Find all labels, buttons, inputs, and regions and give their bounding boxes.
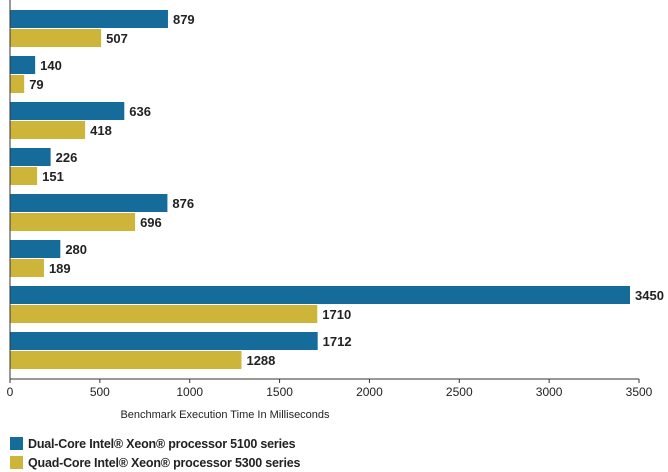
legend-swatch-dual-core <box>10 437 23 450</box>
value-label-quad-core-1: 507 <box>106 31 128 46</box>
x-tick-label-1000: 1000 <box>176 385 203 399</box>
value-label-quad-core-3: 418 <box>90 123 112 138</box>
x-tick-label-2000: 2000 <box>356 385 383 399</box>
bar-dual-core-7 <box>10 286 631 304</box>
value-label-dual-core-6: 280 <box>65 242 87 257</box>
value-label-dual-core-4: 226 <box>56 150 78 165</box>
value-labels-group: 879 507 140 79 636 418 226 151 876 696 280 189 3450 1… <box>29 12 664 368</box>
legend-label-dual-core: Dual-Core Intel® Xeon® processor 5100 se… <box>28 436 296 451</box>
bars-group <box>10 10 631 369</box>
x-axis: 0 500 1000 1500 2000 2500 3000 3500 <box>7 0 653 399</box>
value-label-quad-core-8: 1288 <box>246 353 275 368</box>
x-tick-label-0: 0 <box>7 385 14 399</box>
x-tick-label-3500: 3500 <box>626 385 653 399</box>
bar-quad-core-5 <box>10 213 136 231</box>
value-label-dual-core-5: 876 <box>172 196 194 211</box>
value-label-dual-core-1: 879 <box>173 12 195 27</box>
x-tick-label-3000: 3000 <box>536 385 563 399</box>
bar-chart: 879 507 140 79 636 418 226 151 876 696 280 189 3450 1… <box>7 0 664 421</box>
bar-dual-core-3 <box>10 102 125 120</box>
bar-dual-core-5 <box>10 194 168 212</box>
bar-dual-core-1 <box>10 10 168 28</box>
x-tick-label-500: 500 <box>90 385 110 399</box>
value-label-quad-core-5: 696 <box>140 215 162 230</box>
bar-quad-core-8 <box>10 351 242 369</box>
legend: Dual-Core Intel® Xeon® processor 5100 se… <box>10 434 300 472</box>
value-label-quad-core-6: 189 <box>49 261 71 276</box>
bar-dual-core-8 <box>10 332 318 350</box>
legend-item-quad-core: Quad-Core Intel® Xeon® processor 5300 se… <box>10 453 300 472</box>
x-tick-label-1500: 1500 <box>266 385 293 399</box>
bar-dual-core-2 <box>10 56 36 74</box>
legend-swatch-quad-core <box>10 456 23 469</box>
legend-item-dual-core: Dual-Core Intel® Xeon® processor 5100 se… <box>10 434 300 453</box>
bar-quad-core-3 <box>10 121 86 139</box>
bar-quad-core-6 <box>10 259 44 277</box>
value-label-dual-core-2: 140 <box>40 58 62 73</box>
bar-quad-core-2 <box>10 75 25 93</box>
x-tick-label-2500: 2500 <box>446 385 473 399</box>
value-label-dual-core-7: 3450 <box>635 288 664 303</box>
value-label-quad-core-4: 151 <box>42 169 64 184</box>
value-label-quad-core-7: 1710 <box>322 307 351 322</box>
value-label-dual-core-3: 636 <box>129 104 151 119</box>
value-label-quad-core-2: 79 <box>29 77 43 92</box>
bar-quad-core-4 <box>10 167 38 185</box>
bar-dual-core-4 <box>10 148 51 166</box>
x-axis-label: Benchmark Execution Time In Milliseconds <box>120 409 330 421</box>
bar-quad-core-1 <box>10 29 102 47</box>
bar-dual-core-6 <box>10 240 61 258</box>
bar-quad-core-7 <box>10 305 318 323</box>
value-label-dual-core-8: 1712 <box>323 334 352 349</box>
legend-label-quad-core: Quad-Core Intel® Xeon® processor 5300 se… <box>28 455 301 470</box>
